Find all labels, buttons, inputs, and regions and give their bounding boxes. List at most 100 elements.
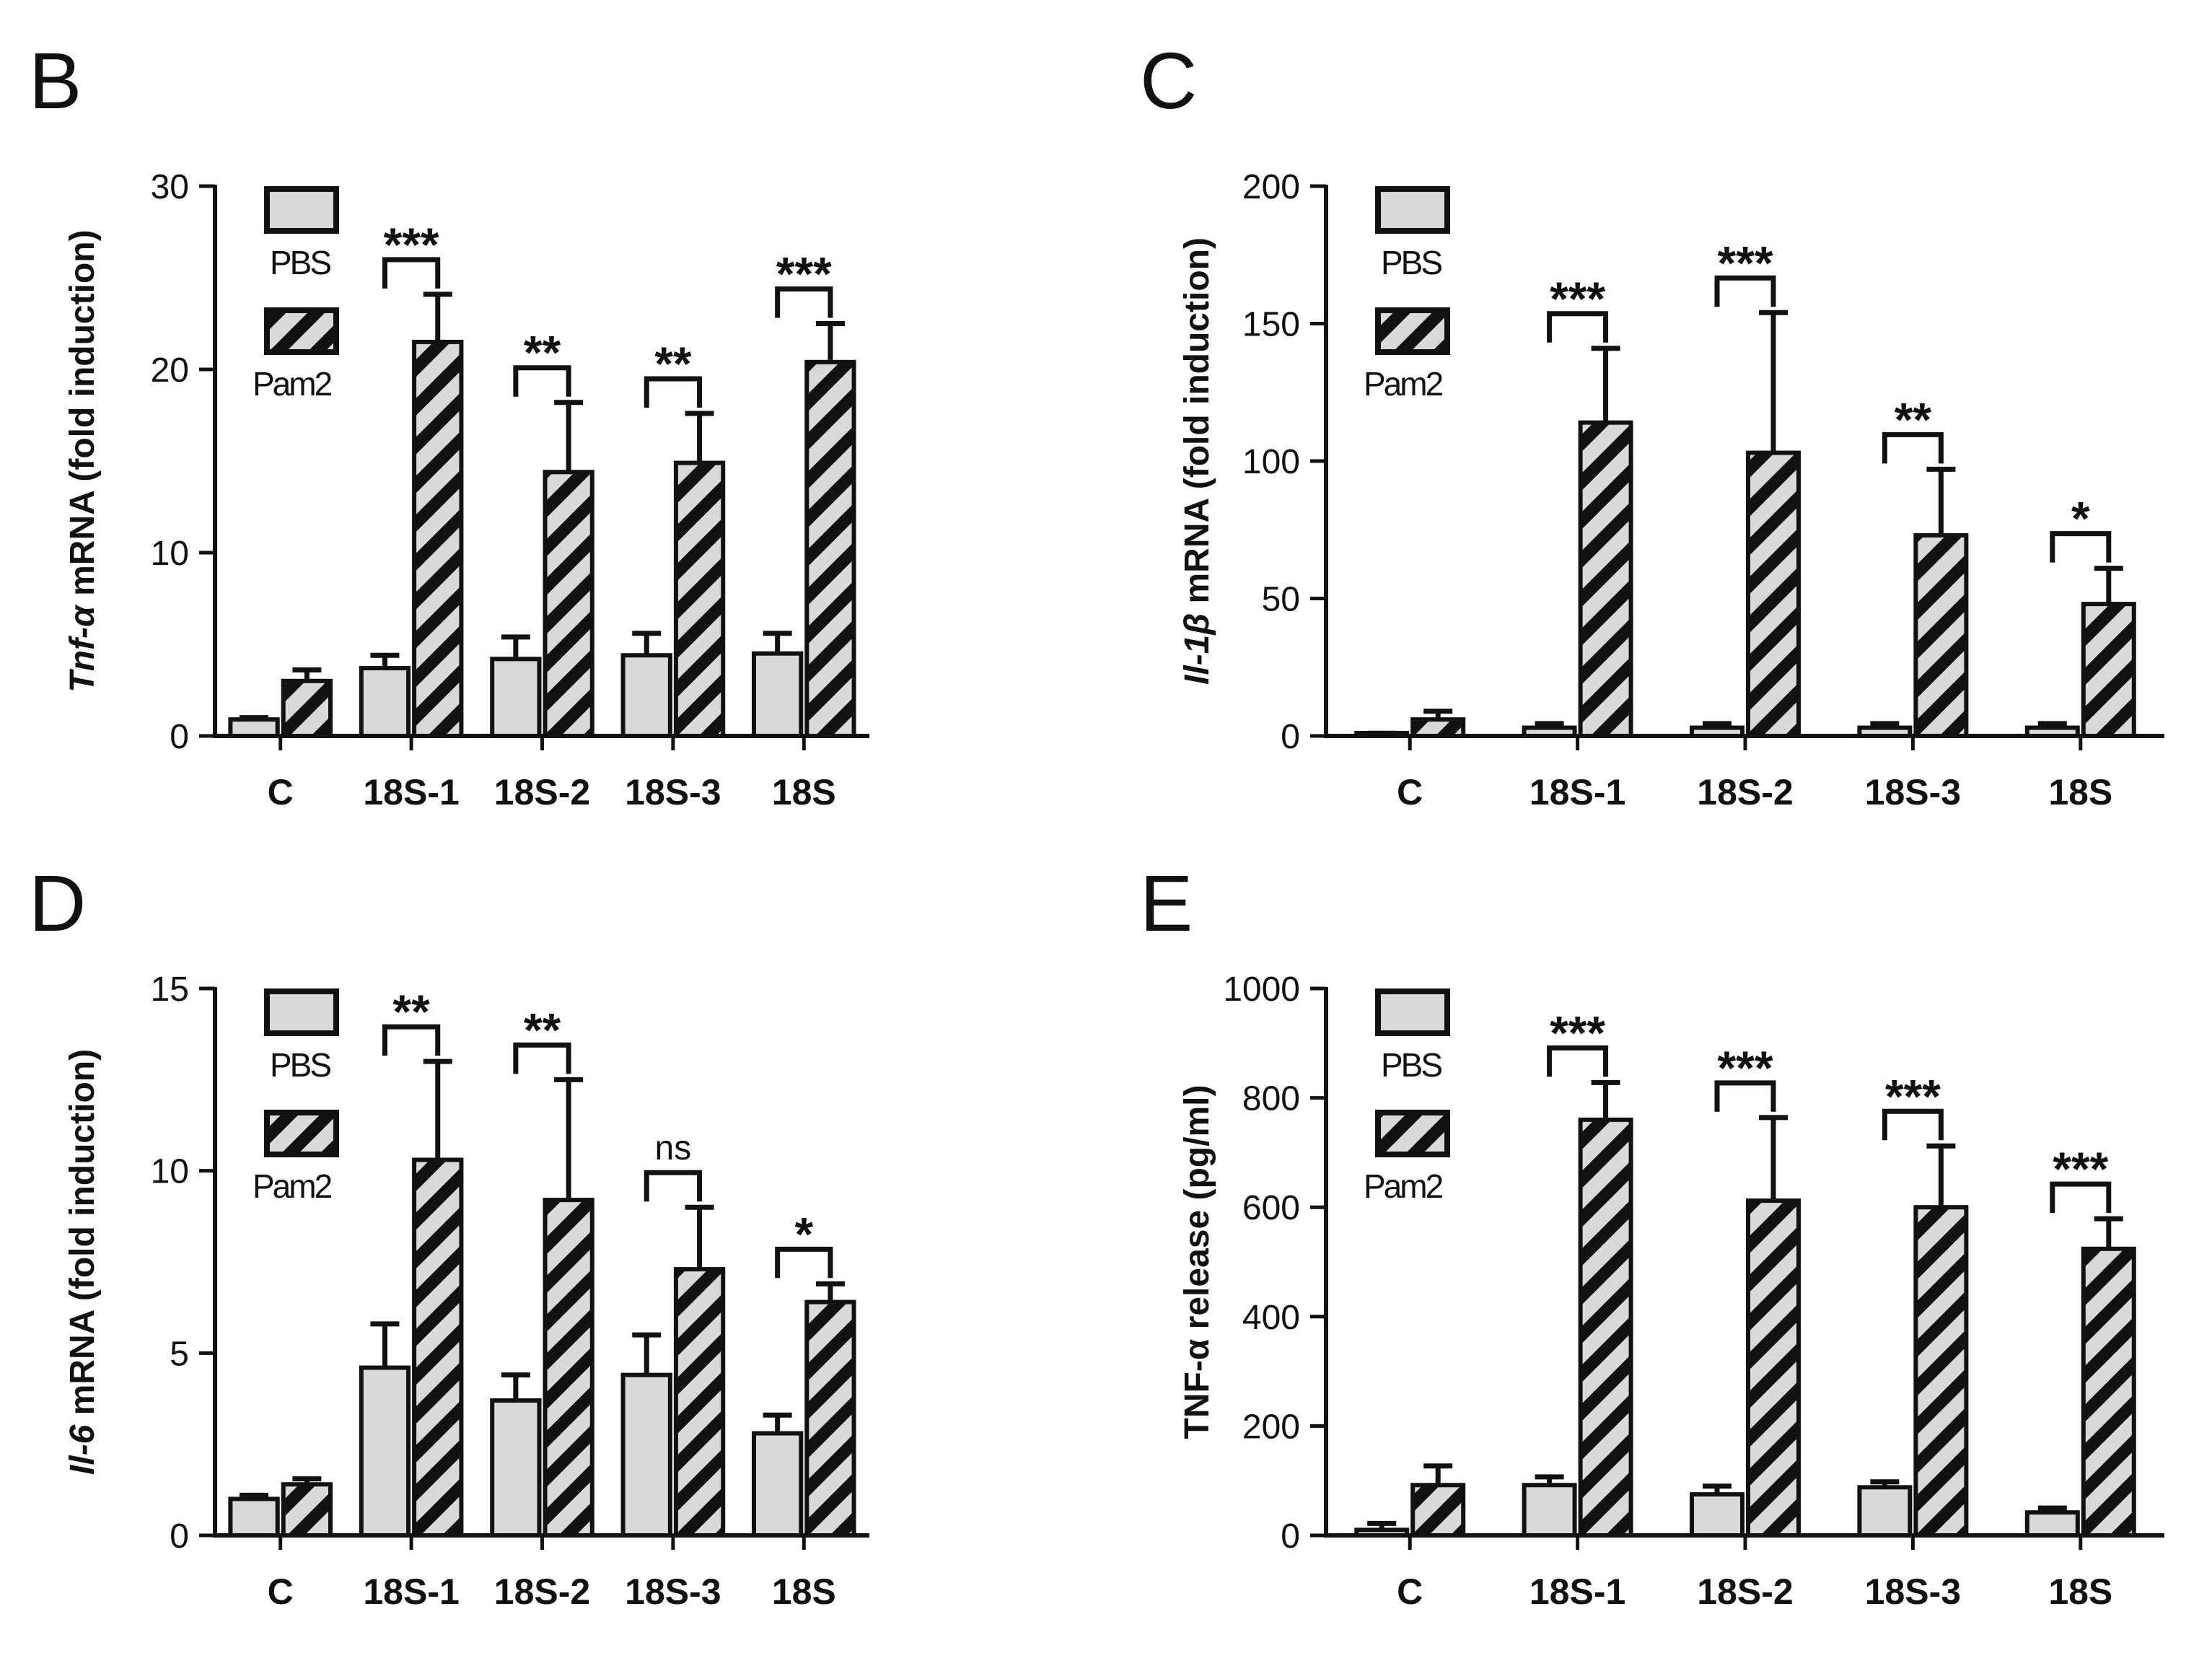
bar-pbs-18s-3: [1857, 1485, 1913, 1538]
x-tick-label: 18S: [2048, 1571, 2112, 1612]
bar-pbs-18s-1: [359, 1365, 411, 1538]
bar-pam2-18s: [2081, 602, 2136, 738]
panel-e: E 0 200 400 600 800 1000 TNF-α release (pg/ml) C…: [1140, 859, 2164, 1612]
y-axis-title-text: mRNA (fold induction): [63, 229, 102, 605]
legend-label-pam2: Pam2: [1364, 365, 1443, 403]
bar-pbs-18s-2: [490, 1398, 542, 1538]
bar-pbs-18s-3: [620, 653, 672, 738]
y-axis-title-gene: Tnf-α: [63, 604, 102, 693]
panel-b: B 0 10 20 30 Tnf-α mRNA (fold induction) C 18S-…: [29, 37, 869, 812]
legend-label-pbs: PBS: [1381, 1046, 1441, 1084]
panel-letter: C: [1140, 37, 1197, 126]
bar-pam2-c: [281, 1482, 333, 1538]
x-tick-label: 18S: [772, 1571, 836, 1612]
bar-pam2-18s-3: [1913, 1205, 1969, 1538]
bar-pam2-18s-2: [543, 470, 594, 738]
significance-label: ns: [655, 1129, 692, 1167]
y-tick-label: 10: [151, 1153, 189, 1191]
significance-label: ***: [776, 247, 832, 301]
bar-pbs-18s-3: [620, 1372, 672, 1538]
bar-pam2-18s-1: [412, 339, 464, 738]
y-tick-label: 400: [1242, 1299, 1300, 1337]
bar-pbs-18s-2: [1690, 725, 1744, 739]
significance-label: **: [524, 1003, 561, 1056]
significance-bracket: [2050, 1181, 2112, 1214]
legend-label-pam2: Pam2: [253, 1167, 332, 1205]
panel-d: D 0 5 10 15 Il-6 mRNA (fold induction) C 18S-1 *…: [29, 859, 869, 1612]
y-tick-label: 15: [151, 970, 189, 1009]
y-tick-label: 20: [151, 351, 189, 390]
significance-label: ***: [1717, 236, 1773, 289]
bar-pam2-18s-2: [543, 1198, 594, 1538]
legend-swatch-pbs: [264, 988, 339, 1036]
significance-bracket: [644, 1170, 703, 1202]
x-tick-label: 18S-3: [625, 772, 721, 812]
bar-pbs-18s-2: [1690, 1492, 1744, 1538]
significance-label: ***: [1885, 1069, 1941, 1123]
significance-label: ***: [384, 218, 439, 271]
legend-swatch-pam2: [1375, 1110, 1450, 1157]
panel-c: C 0 50 100 150 200 Il-1β mRNA (fold induction)…: [1140, 37, 2164, 812]
legend-swatch-pam2: [264, 307, 339, 355]
significance-bracket: [382, 257, 441, 289]
x-tick-label: 18S-2: [1697, 772, 1793, 812]
y-tick-label: 150: [1242, 306, 1300, 344]
y-tick-label: 5: [170, 1335, 189, 1373]
x-tick-label: C: [1397, 1571, 1423, 1612]
x-tick-label: 18S: [2048, 772, 2112, 812]
y-axis-title: Tnf-α mRNA (fold induction): [63, 229, 102, 692]
x-tick-label: 18S-2: [494, 772, 590, 812]
bar-pbs-18s-1: [359, 666, 411, 739]
legend-swatch-pam2: [264, 1110, 339, 1157]
y-tick-label: 0: [170, 1517, 189, 1556]
y-axis-title-text: TNF-α release (pg/ml): [1178, 1085, 1216, 1439]
y-axis-title: Il-1β mRNA (fold induction): [1178, 237, 1216, 685]
y-tick-label: 0: [170, 718, 189, 756]
bar-pam2-18s-2: [1746, 450, 1801, 738]
y-tick-label: 10: [151, 535, 189, 573]
panel-letter: D: [29, 859, 86, 948]
legend-label-pbs: PBS: [1381, 244, 1441, 281]
bar-pbs-18s-3: [1857, 725, 1913, 739]
bar-pam2-c: [1410, 717, 1466, 739]
y-axis-title-gene: Il-6: [63, 1424, 102, 1475]
legend: PBS Pam2: [1364, 186, 1450, 403]
significance-label: **: [654, 337, 692, 390]
x-tick-label: C: [268, 772, 294, 812]
significance-bracket: [644, 376, 703, 408]
legend: PBS Pam2: [253, 186, 339, 403]
x-tick-label: 18S-3: [625, 1571, 721, 1612]
significance-bracket: [775, 1246, 833, 1279]
bar-pbs-c: [228, 717, 280, 739]
bar-pbs-18s-1: [1522, 1483, 1577, 1538]
x-tick-label: 18S-1: [1529, 1571, 1625, 1612]
significance-label: ***: [1550, 272, 1605, 325]
significance-bracket: [775, 286, 833, 318]
y-tick-label: 800: [1242, 1080, 1300, 1118]
y-tick-label: 600: [1242, 1189, 1300, 1227]
y-axis-title-gene: Il-1β: [1178, 613, 1216, 685]
x-tick-label: 18S-3: [1865, 1571, 1961, 1612]
y-axis-title: Il-6 mRNA (fold induction): [63, 1049, 102, 1475]
x-tick-label: 18S-2: [494, 1571, 590, 1612]
panels-container: B 0 10 20 30 Tnf-α mRNA (fold induction) C 18S-…: [29, 37, 2164, 1612]
panel-letter: E: [1140, 859, 1193, 948]
legend-swatch-pbs: [1375, 988, 1450, 1036]
legend-label-pam2: Pam2: [1364, 1167, 1443, 1205]
bar-pam2-18s-2: [1746, 1198, 1801, 1538]
y-tick-label: 1000: [1223, 970, 1300, 1009]
legend: PBS Pam2: [253, 988, 339, 1205]
legend-swatch-pam2: [1375, 307, 1450, 355]
bar-pam2-18s: [804, 359, 856, 738]
bar-pbs-c: [1354, 1527, 1410, 1538]
y-tick-label: 0: [1281, 1517, 1300, 1556]
x-tick-label: C: [1397, 772, 1423, 812]
significance-bracket: [513, 365, 571, 397]
bar-pam2-18s-1: [412, 1157, 464, 1538]
bar-pam2-18s-3: [673, 460, 726, 738]
legend-label-pbs: PBS: [270, 244, 330, 281]
significance-label: *: [794, 1207, 813, 1260]
y-tick-label: 200: [1242, 1408, 1300, 1446]
significance-label: **: [1895, 393, 1932, 446]
